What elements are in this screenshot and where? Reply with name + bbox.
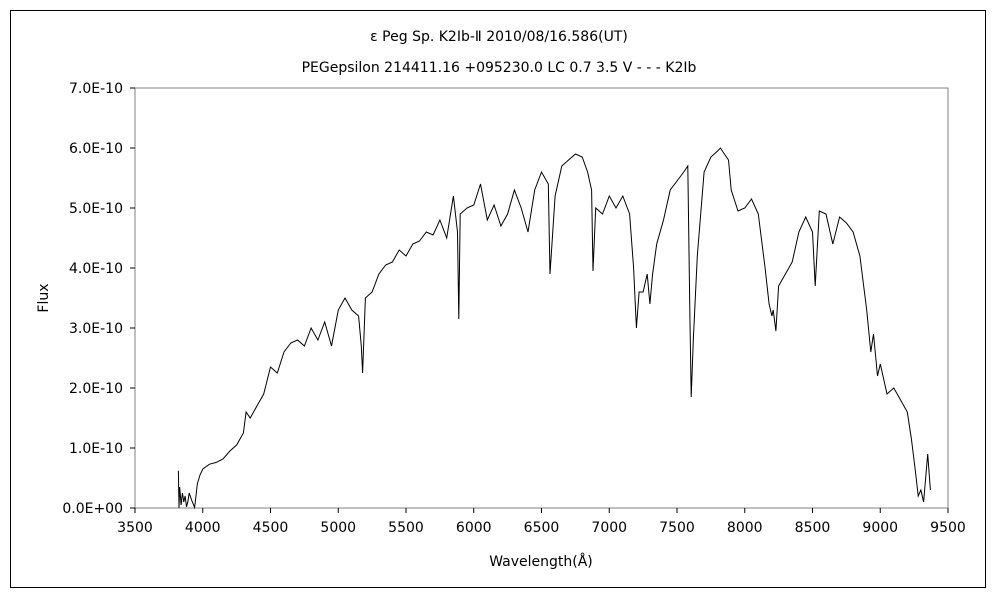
x-tick-label: 8500 (795, 520, 831, 536)
x-tick-label: 6500 (524, 520, 560, 536)
x-tick-label: 7000 (591, 520, 627, 536)
y-axis-label: Flux (36, 283, 52, 312)
x-tick-label: 6000 (456, 520, 492, 536)
x-axis-label: Wavelength(Å) (489, 553, 593, 570)
y-tick-label: 2.0E-10 (69, 381, 123, 397)
chart-subtitle: PEGepsilon 214411.16 +095230.0 LC 0.7 3.… (302, 60, 697, 76)
x-tick-label: 3500 (117, 520, 153, 536)
y-tick-label: 4.0E-10 (69, 261, 123, 277)
x-tick-label: 7500 (659, 520, 695, 536)
y-tick-label: 7.0E-10 (69, 81, 123, 97)
y-tick-label: 1.0E-10 (69, 441, 123, 457)
y-tick-label: 6.0E-10 (69, 141, 123, 157)
y-tick-label: 5.0E-10 (69, 201, 123, 217)
plot-area (134, 87, 949, 509)
chart-frame (10, 10, 986, 588)
y-tick-label: 3.0E-10 (69, 321, 123, 337)
y-axis: 0.0E+00 1.0E-10 2.0E-10 3.0E-10 4.0E-10 5.0E-… (62, 81, 135, 517)
x-tick-label: 4000 (185, 520, 221, 536)
x-tick-label: 4500 (253, 520, 289, 536)
x-axis: 3500 4000 4500 5000 5500 6000 6500 7000 7500 8000… (117, 508, 966, 536)
x-tick-label: 5500 (388, 520, 424, 536)
x-tick-label: 9500 (930, 520, 966, 536)
x-tick-label: 9000 (862, 520, 898, 536)
x-tick-label: 5000 (320, 520, 356, 536)
y-tick-label: 0.0E+00 (62, 501, 123, 517)
chart-title: ε Peg Sp. K2Ⅰb-Ⅱ 2010/08/16.586(UT) (370, 29, 628, 45)
spectrum-line (177, 147, 931, 510)
x-tick-label: 8000 (727, 520, 763, 536)
